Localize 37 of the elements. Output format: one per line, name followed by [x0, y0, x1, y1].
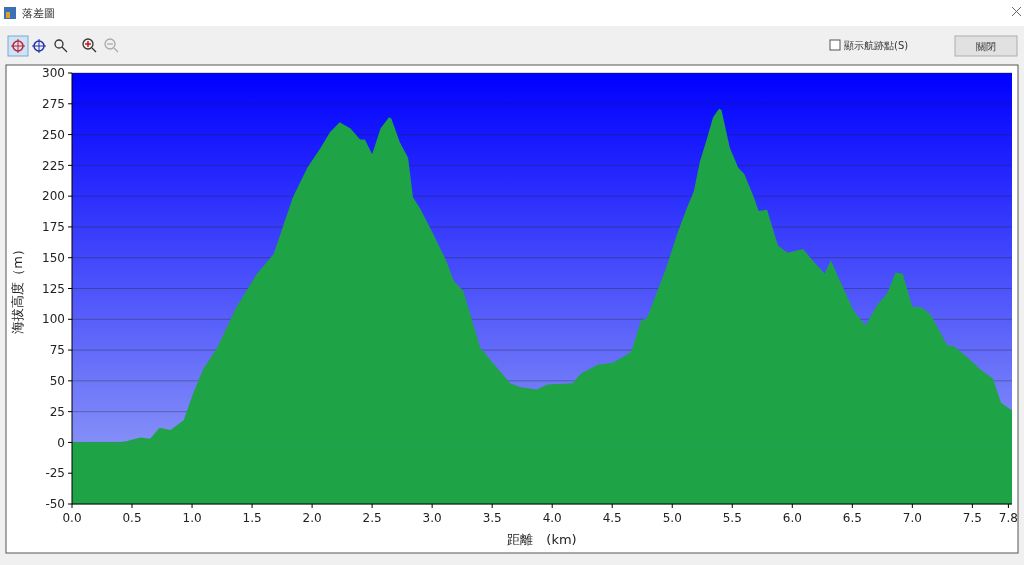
y-tick-label: 0: [57, 435, 65, 450]
x-tick-label: 7.0: [902, 511, 922, 525]
chart-title: 落差圖: [22, 7, 55, 20]
text: 顯示航跡點(S): [844, 40, 909, 51]
y-tick-label: 25: [49, 404, 65, 419]
x-tick-label: 7.8: [998, 511, 1018, 525]
x-tick-label: 7.5: [962, 511, 982, 525]
x-tick-label: 0.5: [122, 511, 142, 525]
x-tick-label: 2.5: [362, 511, 382, 525]
y-tick-label: 50: [49, 374, 65, 389]
y-tick-label: 100: [42, 312, 65, 327]
y-tick-label: 175: [42, 220, 65, 235]
text: 關閉: [976, 41, 996, 52]
y-tick-label: -50: [45, 497, 65, 512]
x-tick-label: 0.0: [62, 511, 82, 525]
y-tick-label: 250: [42, 127, 65, 142]
y-tick-label: 200: [42, 189, 65, 204]
y-tick-label: 150: [42, 250, 65, 265]
y-tick-label: 75: [49, 343, 65, 358]
x-tick-label: 4.0: [542, 511, 562, 525]
x-tick-label: 3.0: [422, 511, 442, 525]
x-tick-label: 2.0: [302, 511, 322, 525]
x-tick-label: 1.5: [242, 511, 262, 525]
x-axis-title: 距離 (km): [507, 532, 577, 547]
x-tick-label: 6.5: [842, 511, 862, 525]
y-tick-label: 225: [42, 158, 65, 173]
y-tick-label: 125: [42, 281, 65, 296]
y-tick-label: 275: [42, 96, 65, 111]
x-tick-label: 5.5: [722, 511, 742, 525]
x-tick-label: 4.5: [602, 511, 622, 525]
y-axis-title: 海拔高度（m）: [10, 243, 25, 334]
x-tick-label: 1.0: [182, 511, 202, 525]
y-tick-label: 300: [42, 66, 65, 81]
x-tick-label: 6.0: [782, 511, 802, 525]
x-tick-label: 3.5: [482, 511, 502, 525]
y-tick-label: -25: [45, 466, 65, 481]
x-tick-label: 5.0: [662, 511, 682, 525]
